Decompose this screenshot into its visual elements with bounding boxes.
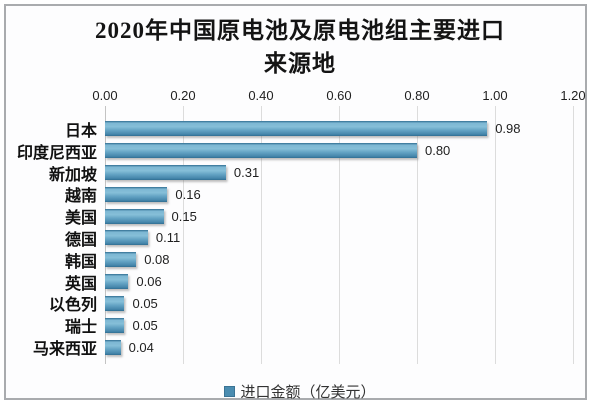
bar-row: 印度尼西亚 0.80 <box>17 140 573 162</box>
bar <box>105 230 148 246</box>
x-axis-tick: 1.00 <box>482 88 508 103</box>
bar <box>105 121 488 137</box>
bar-row: 日本 0.98 <box>65 118 573 140</box>
x-axis-tick: 1.20 <box>560 88 586 103</box>
category-label: 越南 <box>64 188 97 206</box>
value-label: 0.05 <box>132 317 158 333</box>
category-label: 韩国 <box>64 253 97 271</box>
chart-title: 2020年中国原电池及原电池组主要进口 来源地 <box>0 14 600 80</box>
bar <box>105 295 125 311</box>
legend: 进口金额（亿美元） <box>0 382 600 401</box>
gridline <box>573 106 574 364</box>
value-label: 0.31 <box>233 165 260 181</box>
value-label: 0.11 <box>155 230 181 246</box>
category-label: 瑞士 <box>64 319 97 337</box>
x-axis-tick: 0.80 <box>404 88 430 103</box>
category-label: 英国 <box>64 275 97 293</box>
value-label: 0.15 <box>171 208 197 224</box>
x-axis-tick: 0.20 <box>170 88 196 103</box>
bar <box>105 274 129 290</box>
gridline <box>260 106 262 364</box>
plot-area: 日本 0.98 印度尼西亚 0.80 新加坡 0.31 越南 0.16 美国 0.15 德国 0.11… <box>17 118 573 358</box>
value-label: 0.08 <box>144 252 170 268</box>
chart-title-line1: 2020年中国原电池及原电池组主要进口 <box>95 18 505 43</box>
gridline <box>495 106 496 364</box>
bar <box>105 208 164 224</box>
category-label: 日本 <box>64 122 97 140</box>
value-label: 0.06 <box>136 274 162 290</box>
value-label: 0.80 <box>424 143 451 159</box>
bar <box>105 165 226 181</box>
bar-row: 新加坡 0.31 <box>49 162 573 184</box>
category-label: 马来西亚 <box>32 341 97 359</box>
x-axis: 0.00 0.20 0.40 0.60 0.80 1.00 1.20 <box>92 88 585 104</box>
bar-row: 美国 0.15 <box>65 205 573 227</box>
value-label: 0.04 <box>128 339 154 355</box>
x-axis-tick: 0.00 <box>92 88 118 103</box>
bar-row: 瑞士 0.05 <box>65 314 573 336</box>
category-label: 新加坡 <box>48 166 97 184</box>
bar-row: 越南 0.16 <box>65 183 573 205</box>
category-label: 以色列 <box>48 297 97 315</box>
value-label: 0.05 <box>132 295 158 311</box>
value-label: 0.98 <box>495 121 521 137</box>
bar-row: 英国 0.06 <box>65 271 573 293</box>
gridline <box>416 106 418 364</box>
value-label: 0.16 <box>175 186 201 202</box>
bar-row: 德国 0.11 <box>65 227 573 249</box>
bar <box>105 317 125 333</box>
bar <box>105 186 168 202</box>
gridline <box>339 106 340 364</box>
category-label: 德国 <box>64 231 97 249</box>
legend-swatch-icon <box>224 385 236 397</box>
legend-label: 进口金额（亿美元） <box>240 383 376 401</box>
chart-frame <box>4 4 587 400</box>
bar <box>105 252 137 268</box>
bar-row: 以色列 0.05 <box>49 293 573 314</box>
bar <box>105 339 121 355</box>
bar-row: 马来西亚 0.04 <box>33 336 573 358</box>
gridline <box>182 106 184 364</box>
x-axis-tick: 0.40 <box>248 88 274 103</box>
chart-title-line2: 来源地 <box>264 51 336 76</box>
category-label: 印度尼西亚 <box>16 144 97 162</box>
bar <box>105 143 417 159</box>
category-label: 美国 <box>64 210 97 228</box>
x-axis-tick: 0.60 <box>326 88 352 103</box>
bar-row: 韩国 0.08 <box>65 249 573 271</box>
